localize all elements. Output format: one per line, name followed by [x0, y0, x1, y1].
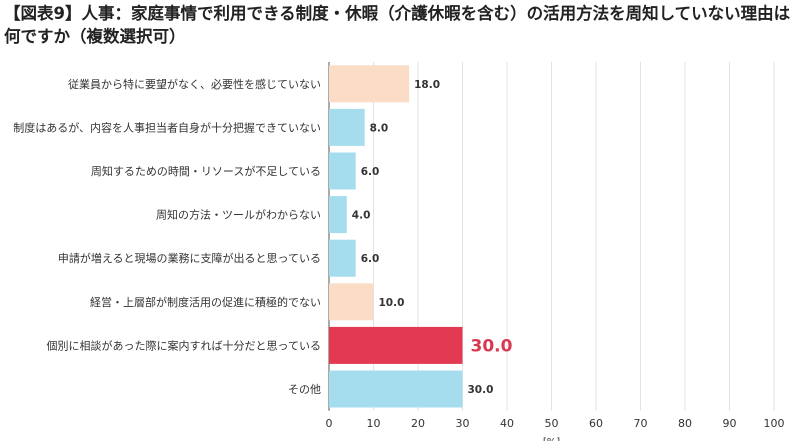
bar [329, 108, 365, 146]
value-label: 8.0 [370, 122, 389, 134]
x-tick-label: 100 [764, 417, 785, 430]
x-tick-label: 80 [678, 417, 692, 430]
value-label: 18.0 [414, 79, 440, 91]
category-labels: 従業員から特に要望がなく、必要性を感じていない制度はあるが、内容を人事担当者自身… [13, 77, 321, 396]
value-label: 30.0 [468, 384, 494, 396]
x-tick-label: 40 [500, 417, 514, 430]
x-tick-label: 10 [367, 417, 381, 430]
x-axis: 0 10 20 30 40 50 60 70 80 90 100 [%] [326, 417, 785, 441]
chart-title: 【図表9】人事：家庭事情で利用できる制度・休暇（介護休暇を含む）の活用方法を周知… [4, 4, 791, 46]
category-label: 申請が増えると現場の業務に支障が出ると思っている [58, 251, 321, 265]
category-label: 制度はあるが、内容を人事担当者自身が十分把握できていない [13, 120, 321, 134]
bar [329, 239, 356, 277]
category-label: 周知の方法・ツールがわからない [156, 208, 321, 222]
x-tick-label: 70 [634, 417, 648, 430]
category-label: 周知するための時間・リソースが不足している [91, 164, 321, 178]
category-label: 従業員から特に要望がなく、必要性を感じていない [68, 77, 321, 91]
bar [329, 65, 410, 103]
value-label: 6.0 [361, 166, 380, 178]
x-tick-label: 50 [545, 417, 559, 430]
bar [329, 326, 463, 364]
bar [329, 370, 463, 408]
x-tick-label: 90 [723, 417, 737, 430]
value-label: 10.0 [379, 297, 405, 309]
bars [329, 65, 463, 408]
x-tick-label: 30 [456, 417, 470, 430]
category-label: 経営・上層部が制度活用の促進に積極的でない [90, 295, 321, 309]
value-label: 30.0 [471, 336, 513, 356]
category-label: 個別に相談があった際に案内すれば十分だと思っている [47, 338, 321, 352]
value-label: 6.0 [361, 253, 380, 265]
x-axis-label: [%] [543, 437, 560, 441]
value-labels: 18.0 8.0 6.0 4.0 6.0 10.0 30.0 30.0 [352, 79, 513, 396]
value-label: 4.0 [352, 210, 371, 222]
bar [329, 152, 356, 190]
x-tick-label: 20 [411, 417, 425, 430]
x-tick-label: 60 [589, 417, 603, 430]
category-label: その他 [288, 383, 321, 396]
bar [329, 283, 374, 321]
bar [329, 196, 347, 234]
x-tick-label: 0 [326, 417, 333, 430]
